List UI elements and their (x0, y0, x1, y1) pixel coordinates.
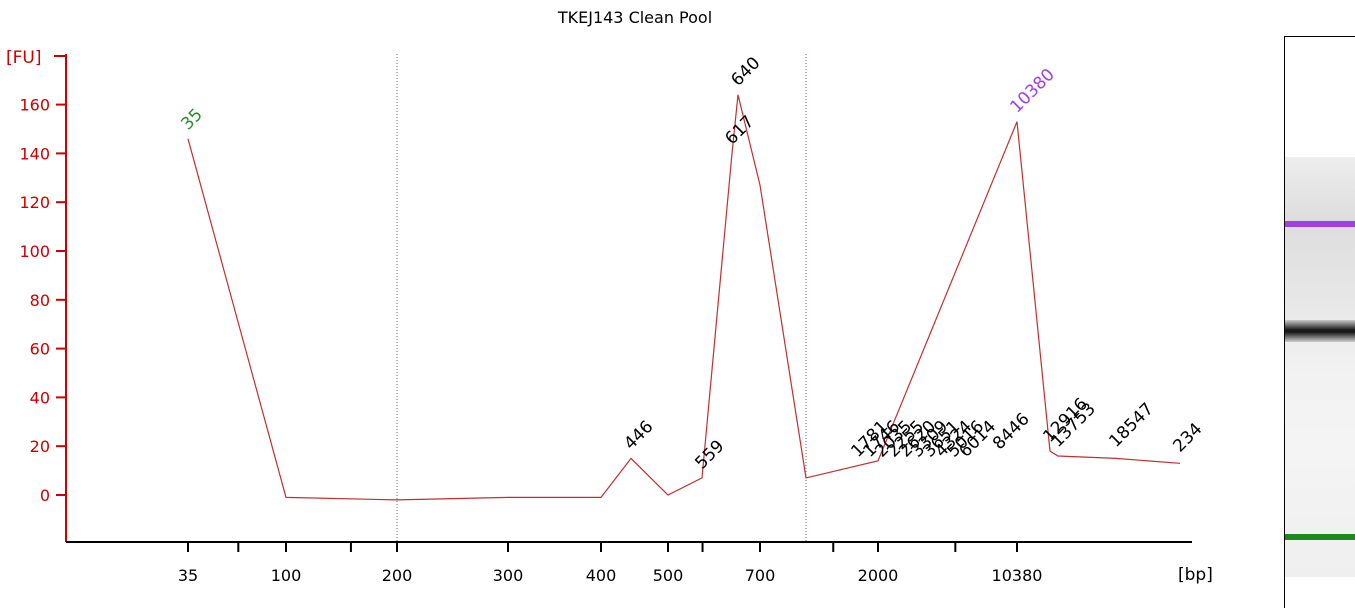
peak-label: 617 (721, 112, 758, 149)
y-tick-label: 120 (19, 193, 50, 212)
trace-line (187, 94, 1181, 501)
y-tick-label: 20 (30, 437, 50, 456)
peak-label: 35 (177, 105, 206, 134)
peak-label: 559 (691, 436, 728, 473)
y-axis: 0 20 40 60 80 100 120 140 160 (19, 54, 67, 542)
y-tick-label: 0 (40, 486, 50, 505)
x-tick-label: 2000 (858, 566, 899, 585)
y-tick-label: 140 (19, 144, 50, 163)
y-axis-label: [FU] (6, 48, 42, 68)
y-tick-label: 60 (30, 340, 50, 359)
trace-series (187, 94, 1181, 501)
peak-label: 234 (1169, 419, 1206, 456)
gel-band-upper-marker (1285, 221, 1355, 227)
peak-label: 446 (620, 417, 657, 454)
y-tick-label: 160 (19, 96, 50, 115)
x-tick-label: 200 (382, 566, 413, 585)
x-tick-label: 10380 (992, 566, 1043, 585)
peak-label: 640 (727, 53, 764, 90)
x-axis: 35 100 200 300 400 500 700 2000 10380 (66, 541, 1192, 585)
electropherogram-plot: 0 20 40 60 80 100 120 140 160 35 100 200 300 400 500 7… (6, 48, 1213, 585)
x-tick-label: 700 (745, 566, 776, 585)
gel-band-lower-marker (1285, 534, 1355, 540)
y-tick-label: 40 (30, 388, 50, 407)
x-axis-label: [bp] (1178, 565, 1213, 585)
y-tick-label: 100 (19, 242, 50, 261)
x-tick-label: 500 (653, 566, 684, 585)
gel-lane (1284, 36, 1355, 608)
peak-label: 10380 (1006, 65, 1058, 117)
region-dividers (396, 54, 807, 542)
x-tick-label: 35 (178, 566, 198, 585)
x-tick-label: 400 (586, 566, 617, 585)
gel-lane-background (1285, 157, 1355, 577)
peak-label: 18547 (1105, 399, 1157, 451)
chart-title: TKEJ143 Clean Pool (557, 8, 713, 27)
y-tick-label: 80 (30, 291, 50, 310)
x-tick-label: 100 (271, 566, 302, 585)
gel-band-main-band (1285, 320, 1355, 342)
x-tick-label: 300 (493, 566, 524, 585)
